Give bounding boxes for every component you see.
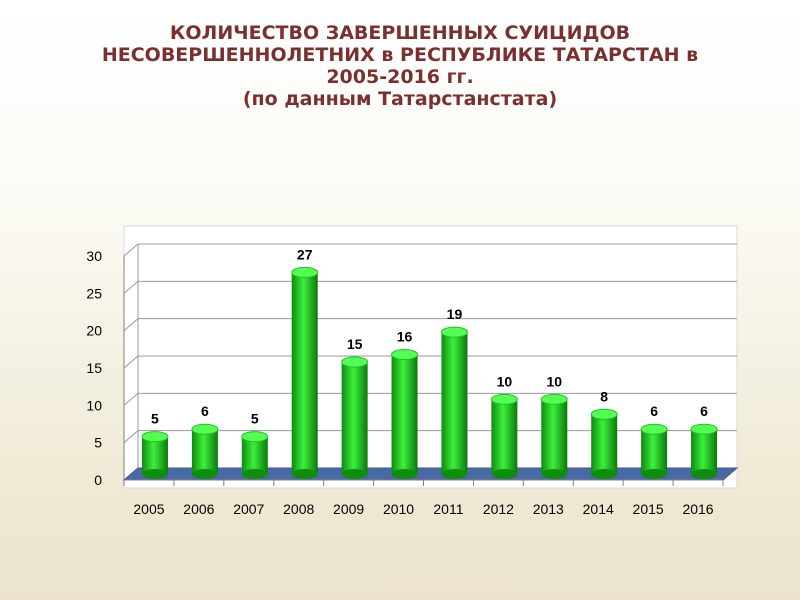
x-tick-label: 2013: [533, 501, 564, 517]
x-tick-label: 2012: [483, 501, 514, 517]
y-tick-label: 25: [86, 285, 102, 301]
y-tick-label: 15: [86, 360, 102, 376]
title-line-4: (по данным Татарстанстата): [242, 88, 558, 110]
bar: [491, 399, 518, 474]
x-tick-label: 2009: [333, 501, 364, 517]
data-label: 27: [297, 246, 313, 262]
bar: [591, 414, 618, 474]
bar: [241, 436, 268, 474]
bar-top: [341, 356, 369, 368]
x-tick-label: 2015: [633, 501, 664, 517]
bar-base: [391, 469, 418, 479]
gridline-side: [123, 355, 139, 369]
bar-base: [591, 469, 618, 479]
bar-top: [291, 266, 319, 278]
bar-base: [691, 469, 718, 479]
bar-base: [641, 469, 668, 479]
data-label: 6: [650, 403, 658, 419]
x-tick-label: 2016: [682, 501, 713, 517]
bar-base: [341, 469, 368, 479]
bar-top: [141, 431, 169, 443]
x-tick-label: 2006: [183, 501, 214, 517]
bar-top: [241, 431, 269, 443]
x-tick-label: 2010: [383, 501, 414, 517]
gridline-side: [123, 280, 139, 294]
bar: [691, 429, 718, 474]
x-tick-label: 2005: [133, 501, 164, 517]
bar-top: [391, 349, 419, 361]
bar: [641, 429, 668, 474]
bar: [191, 429, 218, 474]
bar-top: [440, 326, 468, 338]
bar-base: [491, 469, 518, 479]
bar: [541, 399, 568, 474]
bar: [291, 272, 318, 474]
bar: [141, 436, 168, 474]
slide-title: КОЛИЧЕСТВО ЗАВЕРШЕННЫХ СУИЦИДОВ НЕСОВЕРШ…: [0, 22, 800, 110]
bar-base: [441, 469, 468, 479]
x-tick-label: 2008: [283, 501, 314, 517]
data-label: 6: [700, 403, 708, 419]
x-tick-label: 2014: [583, 501, 614, 517]
gridline-side: [123, 392, 139, 406]
bar-top: [640, 423, 668, 435]
bar-top: [690, 423, 718, 435]
gridline-side: [123, 430, 139, 444]
title-line-1: КОЛИЧЕСТВО ЗАВЕРШЕННЫХ СУИЦИДОВ: [169, 22, 631, 44]
bar-top: [191, 423, 219, 435]
bar-base: [291, 469, 318, 479]
y-tick-label: 30: [86, 248, 102, 264]
data-label: 19: [447, 306, 463, 322]
y-tick-label: 10: [86, 397, 102, 413]
bar-base: [141, 469, 168, 479]
bar-top: [590, 408, 618, 420]
gridline-side: [123, 243, 139, 257]
y-tick-label: 0: [94, 472, 102, 488]
data-label: 16: [397, 329, 413, 345]
data-label: 10: [547, 373, 563, 389]
bar: [391, 354, 418, 474]
y-tick-label: 5: [94, 435, 102, 451]
bar-top: [540, 393, 568, 405]
bar-base: [191, 469, 218, 479]
plot-area: [123, 225, 738, 489]
bar: [341, 362, 368, 474]
title-line-2: НЕСОВЕРШЕННОЛЕТНИХ в РЕСПУБЛИКЕ ТАТАРСТА…: [101, 44, 699, 66]
data-label: 15: [347, 336, 363, 352]
y-tick-label: 20: [86, 323, 102, 339]
gridline-side: [123, 318, 139, 332]
bar: [441, 332, 468, 474]
data-label: 8: [600, 388, 608, 404]
data-label: 6: [201, 403, 209, 419]
data-label: 5: [151, 411, 159, 427]
bar-top: [490, 393, 518, 405]
data-label: 10: [497, 373, 513, 389]
title-line-3: 2005-2016 гг.: [326, 66, 474, 88]
data-label: 5: [251, 411, 259, 427]
x-tick-label: 2007: [233, 501, 264, 517]
bar-base: [241, 469, 268, 479]
bar-base: [541, 469, 568, 479]
x-tick-label: 2011: [433, 501, 463, 517]
